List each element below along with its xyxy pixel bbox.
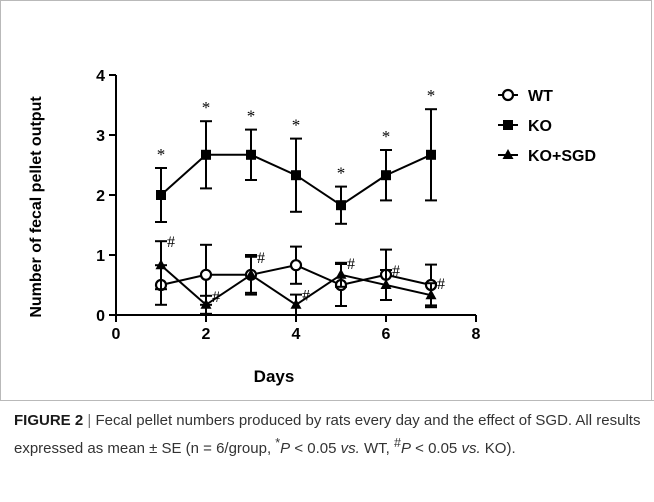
caption-text-4: < 0.05 xyxy=(410,440,462,457)
figure-frame xyxy=(0,0,652,400)
fecal-pellet-chart: 0 1 2 3 4 0 2 4 6 8 Days Number of fecal pellet out… xyxy=(28,68,596,386)
caption-text-5: KO). xyxy=(480,440,516,457)
caption-vs-1: vs. xyxy=(340,440,360,457)
caption-p-2: P xyxy=(400,440,411,457)
significance-hash: # xyxy=(437,276,445,293)
significance-star: * xyxy=(157,145,166,164)
legend-label: KO+SGD xyxy=(528,148,596,165)
caption-text-2: < 0.05 xyxy=(290,440,341,457)
data-point xyxy=(291,170,301,181)
significance-hash: # xyxy=(167,234,175,251)
data-point xyxy=(380,279,392,289)
legend-item-ko-sgd: KO+SGD xyxy=(498,148,596,165)
y-tick-label: 3 xyxy=(96,128,105,145)
y-tick-label: 2 xyxy=(96,188,105,205)
series-ko-sgd: # # # # # # # xyxy=(155,234,445,316)
significance-hash: # xyxy=(257,250,265,267)
legend-item-ko: KO xyxy=(498,118,552,135)
legend-marker xyxy=(501,88,515,102)
legend-label: KO xyxy=(528,118,552,135)
x-tick-label: 8 xyxy=(472,326,481,343)
series-ko: * * * * * * * xyxy=(155,86,437,225)
caption-vs-2: vs. xyxy=(461,440,481,457)
x-axis-label: Days xyxy=(254,367,295,386)
significance-star: * xyxy=(247,107,256,126)
y-axis-label: Number of fecal pellet output xyxy=(28,96,45,318)
significance-hash: # xyxy=(392,263,400,280)
figure-label: FIGURE 2 xyxy=(14,412,84,429)
legend-item-wt: WT xyxy=(498,88,553,105)
data-point xyxy=(155,259,167,270)
caption-text-1: Fecal pellet numbers produced by rats ev… xyxy=(14,412,641,457)
data-point xyxy=(336,200,346,211)
caption-text-3: WT, xyxy=(359,440,394,457)
y-tick-label: 4 xyxy=(96,68,105,85)
y-tick-label: 0 xyxy=(96,308,105,325)
caption-divider xyxy=(0,400,654,401)
caption-p-1: P xyxy=(280,440,291,457)
data-point xyxy=(290,298,302,309)
data-point xyxy=(201,149,211,160)
data-point xyxy=(156,190,166,200)
significance-star: * xyxy=(292,116,301,135)
caption-star: * xyxy=(275,436,281,450)
caption-hash: # xyxy=(394,436,401,450)
data-point xyxy=(245,268,257,279)
significance-star: * xyxy=(427,86,436,105)
caption-separator: | xyxy=(87,412,92,429)
data-point xyxy=(426,149,436,160)
x-tick-label: 6 xyxy=(382,326,391,343)
significance-star: * xyxy=(337,164,346,183)
x-tick-label: 0 xyxy=(112,326,121,343)
significance-hash: # xyxy=(302,288,310,305)
x-tick-label: 2 xyxy=(202,326,211,343)
data-point xyxy=(200,298,212,309)
significance-hash: # xyxy=(212,289,220,306)
legend-marker xyxy=(502,149,514,159)
legend-marker xyxy=(503,120,513,130)
data-point xyxy=(381,170,391,181)
data-point xyxy=(425,289,437,300)
data-point xyxy=(246,149,256,160)
significance-star: * xyxy=(202,98,211,117)
significance-star: * xyxy=(382,127,391,146)
significance-hash: # xyxy=(347,256,355,273)
x-tick-label: 4 xyxy=(292,326,301,343)
y-tick-label: 1 xyxy=(96,248,105,265)
legend-label: WT xyxy=(528,88,553,105)
data-point xyxy=(335,268,347,279)
data-point xyxy=(199,268,213,281)
figure-caption: FIGURE 2 | Fecal pellet numbers produced… xyxy=(14,410,642,460)
data-point xyxy=(289,259,303,272)
